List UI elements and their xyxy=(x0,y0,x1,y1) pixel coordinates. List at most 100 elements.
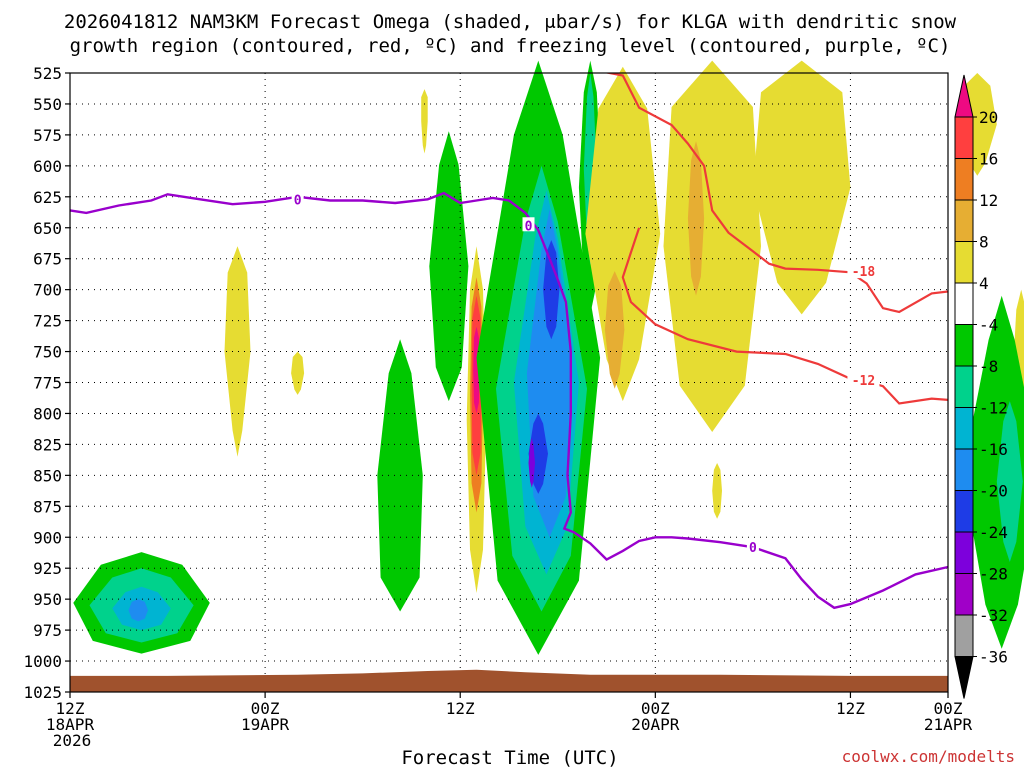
isotherm-label-bg xyxy=(847,371,880,388)
y-tick-label: 1000 xyxy=(23,652,62,671)
colorbar-label: -36 xyxy=(979,648,1008,667)
isotherm-contours: -18 -12 xyxy=(603,73,948,405)
y-tick-label: 750 xyxy=(33,343,62,362)
omega-area-upper-orange xyxy=(604,271,625,389)
freezing-label-bg xyxy=(522,217,535,232)
omega-area-upper-orange-2 xyxy=(687,141,705,296)
freezing-level-label: 0 xyxy=(294,193,302,208)
omega-area-upper-yellow-1 xyxy=(585,66,661,402)
isotherm-line xyxy=(603,73,948,314)
axes: 525 550 575 600 625 650 675 700 725 750 775 800 825 8… xyxy=(23,64,972,750)
isotherm-label-bg xyxy=(847,262,880,279)
colorbar-swatch xyxy=(954,531,974,574)
x-tick-label: 12Z xyxy=(836,699,865,718)
freezing-level-contour: 0 0 0 xyxy=(69,191,949,610)
colorbar-label: 4 xyxy=(979,274,989,293)
omega-area-ascent-purple xyxy=(528,438,535,488)
y-tick-label: 600 xyxy=(33,157,62,176)
omega-area-yellow-2 xyxy=(291,351,305,395)
freezing-label-bg xyxy=(291,191,304,206)
colorbar-label: 8 xyxy=(979,233,989,252)
freezing-level-line xyxy=(69,191,949,610)
colorbar-label: 12 xyxy=(979,191,998,210)
omega-area-yellow-4 xyxy=(712,463,722,519)
y-tick-label: 775 xyxy=(33,374,62,393)
x-tick-label: 18APR xyxy=(46,715,95,734)
omega-area-green-2 xyxy=(429,131,469,402)
omega-area-right-green xyxy=(962,295,1024,649)
x-tick-label: 00Z xyxy=(251,699,280,718)
colorbar-swatch xyxy=(954,448,974,491)
chart-title-line1: 2026041812 NAM3KM Forecast Omega (shaded… xyxy=(64,11,957,33)
omega-area-yellow-3 xyxy=(421,89,428,154)
x-tick-label: 12Z xyxy=(446,699,475,718)
colorbar-bottom-triangle xyxy=(954,656,974,699)
colorbar-label: -16 xyxy=(979,440,1008,459)
colorbar-swatch xyxy=(954,199,974,242)
x-tick-label: 00Z xyxy=(934,699,963,718)
omega-area-upper-yellow-3 xyxy=(752,60,851,315)
omega-area-early-blue xyxy=(128,599,148,622)
freezing-level-label: 0 xyxy=(749,541,757,556)
colorbar-label: -8 xyxy=(979,357,998,376)
colorbar-label: 20 xyxy=(979,108,998,127)
x-tick-label: 12Z xyxy=(56,699,85,718)
isotherm-label: -18 xyxy=(852,265,876,280)
colorbar-swatch xyxy=(954,116,974,159)
y-tick-label: 950 xyxy=(33,590,62,609)
x-tick-label: 2026 xyxy=(53,731,92,750)
y-tick-label: 1025 xyxy=(23,683,62,702)
colorbar-label: -12 xyxy=(979,399,1008,418)
colorbar-swatch xyxy=(954,490,974,533)
y-tick-label: 825 xyxy=(33,435,62,454)
omega-shading xyxy=(73,60,1024,655)
y-tick-label: 550 xyxy=(33,95,62,114)
terrain-band xyxy=(70,669,948,692)
colorbar-swatch xyxy=(954,241,974,284)
credit-text: coolwx.com/modelts xyxy=(842,747,1015,766)
y-tick-label: 850 xyxy=(33,466,62,485)
isotherm-line xyxy=(621,227,948,405)
colorbar-label: -20 xyxy=(979,482,1008,501)
y-tick-label: 900 xyxy=(33,528,62,547)
chart-title-line2: growth region (contoured, red, ºC) and f… xyxy=(70,35,951,57)
y-tick-label: 700 xyxy=(33,281,62,300)
colorbar-swatch xyxy=(954,573,974,616)
y-tick-label: 725 xyxy=(33,312,62,331)
y-tick-label: 800 xyxy=(33,404,62,423)
colorbar-swatch xyxy=(954,282,974,325)
y-tick-label: 525 xyxy=(33,64,62,83)
colorbar-label: 16 xyxy=(979,150,998,169)
colorbar-swatch xyxy=(954,158,974,201)
omega-area-yellow-1 xyxy=(224,246,251,457)
y-tick-label: 650 xyxy=(33,219,62,238)
freezing-level-label: 0 xyxy=(525,219,533,234)
colorbar-label: -28 xyxy=(979,565,1008,584)
colorbar-swatch xyxy=(954,407,974,450)
colorbar: 20 16 12 8 4 -4 -8 -12 -16 -20 -24 -28 -32 -36 xyxy=(954,74,1008,699)
y-tick-label: 575 xyxy=(33,126,62,145)
y-tick-label: 625 xyxy=(33,188,62,207)
x-tick-label: 00Z xyxy=(641,699,670,718)
freezing-label-bg xyxy=(746,539,759,554)
grid-lines xyxy=(69,72,948,693)
y-tick-label: 675 xyxy=(33,250,62,269)
colorbar-label: -4 xyxy=(979,316,998,335)
omega-area-ascent-dblue-1 xyxy=(543,240,560,340)
x-tick-label: 21APR xyxy=(924,715,973,734)
x-tick-label: 19APR xyxy=(241,715,290,734)
colorbar-swatch xyxy=(954,614,974,657)
y-tick-label: 975 xyxy=(33,621,62,640)
x-axis-label: Forecast Time (UTC) xyxy=(401,747,618,768)
isotherm-label: -12 xyxy=(852,374,875,389)
colorbar-label: -32 xyxy=(979,606,1008,625)
x-tick-label: 20APR xyxy=(631,715,680,734)
colorbar-label: -24 xyxy=(979,523,1008,542)
terrain-fill xyxy=(70,669,948,692)
omega-area-right-teal xyxy=(996,401,1023,562)
colorbar-swatch xyxy=(954,365,974,408)
y-tick-label: 925 xyxy=(33,559,62,578)
colorbar-swatch xyxy=(954,324,974,367)
y-tick-label: 875 xyxy=(33,497,62,516)
